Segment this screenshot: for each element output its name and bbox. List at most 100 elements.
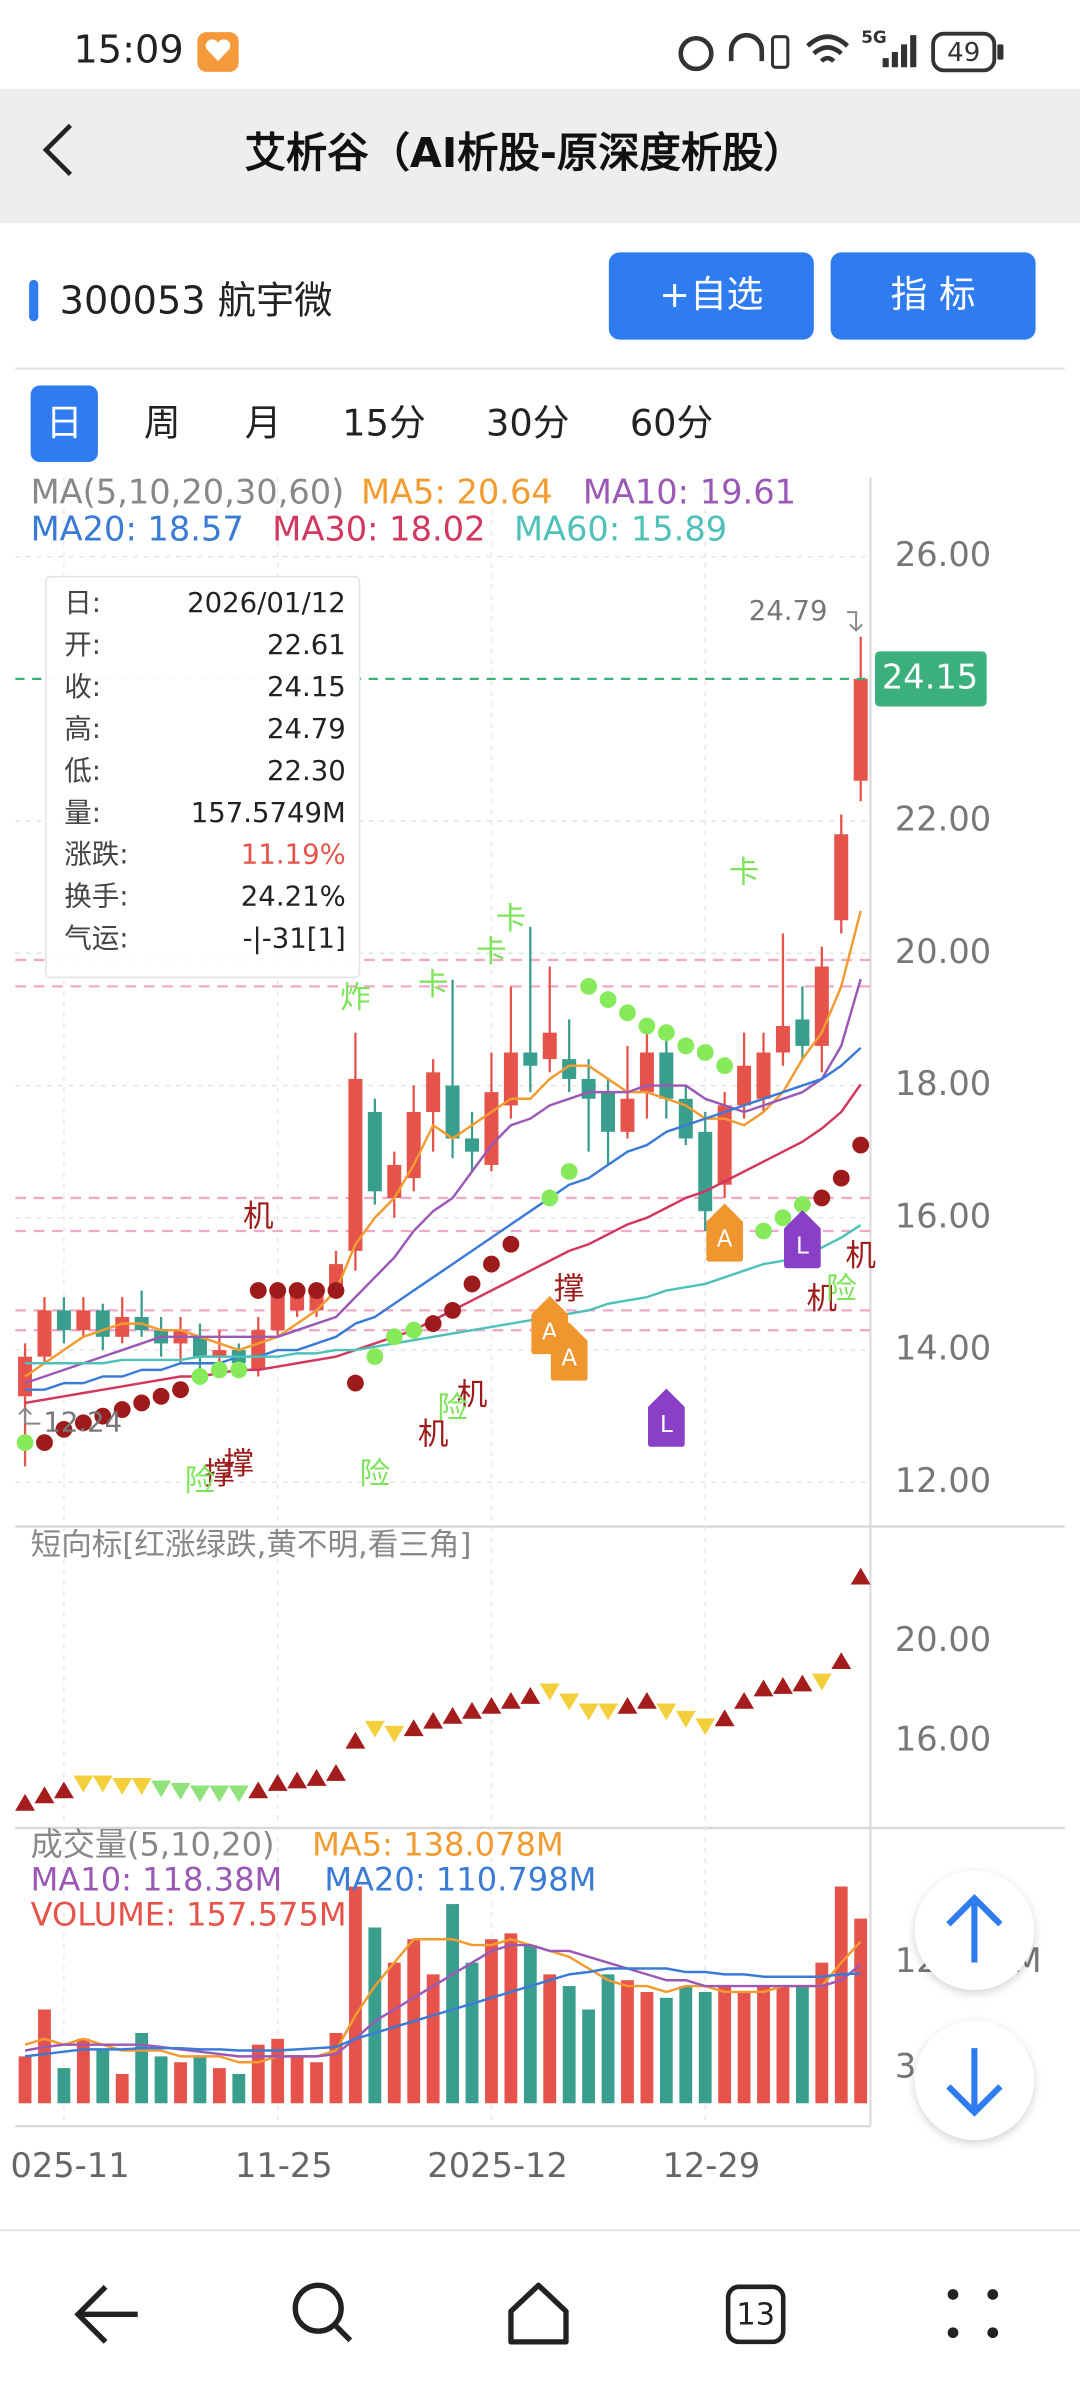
signal-label: 卡 — [729, 855, 760, 890]
y-tick-label: 18.00 — [895, 1064, 991, 1103]
y-tick-label: 26.00 — [895, 535, 991, 574]
trend-triangle — [228, 1785, 249, 1803]
trend-triangle — [539, 1683, 560, 1701]
back-button[interactable] — [42, 123, 73, 177]
stock-name: 300053 航宇微 — [60, 279, 333, 323]
tab-count: 13 — [736, 2297, 775, 2332]
period-tab[interactable]: 60分 — [630, 402, 713, 445]
signal-label: 机 — [845, 1239, 876, 1274]
legend-item: MA60: 15.89 — [514, 509, 727, 548]
battery-icon — [931, 31, 997, 73]
volume-bar — [174, 2062, 187, 2104]
trend-triangle — [151, 1780, 172, 1798]
volume-bar — [582, 2009, 596, 2104]
volume-bar — [349, 1886, 362, 2104]
candle-body — [601, 1092, 616, 1132]
candle-body — [562, 1059, 577, 1079]
trend-triangle — [462, 1701, 482, 1719]
volume-bar — [737, 1991, 751, 2104]
candle-body — [795, 1019, 810, 1046]
signal-label: 险 — [360, 1457, 391, 1492]
legend-item: MA20: 18.57 — [31, 509, 244, 548]
volume-bar — [698, 1991, 712, 2104]
alarm-icon — [678, 35, 714, 72]
menu-dot — [987, 2327, 999, 2339]
trend-triangle — [442, 1706, 463, 1724]
period-tab[interactable]: 30分 — [486, 402, 569, 445]
trend-triangle — [287, 1771, 308, 1789]
signal-dot — [696, 1044, 714, 1061]
tooltip-label: 涨跌: — [64, 839, 128, 871]
nav-home[interactable] — [508, 2282, 569, 2345]
signal-tag-label: L — [796, 1233, 809, 1259]
volume-bar — [834, 1886, 848, 2104]
signal-label: 险 — [826, 1272, 857, 1307]
small-battery-icon — [770, 35, 790, 69]
indicator-button[interactable] — [830, 252, 1036, 340]
period-tab[interactable]: 月 — [245, 402, 282, 445]
tooltip-value: -|-31[1] — [243, 923, 346, 955]
trend-triangle — [326, 1764, 346, 1781]
stock-marker — [29, 279, 39, 322]
y-tick-label: 22.00 — [895, 800, 991, 839]
candle-body — [737, 1065, 752, 1106]
panel-title: 成交量(5,10,20) — [31, 1825, 275, 1863]
nav-menu[interactable] — [947, 2289, 999, 2339]
signal-dot — [210, 1361, 228, 1379]
volume-ma-line — [24, 1967, 861, 2058]
signal-label: 机 — [457, 1378, 488, 1413]
trend-triangle — [112, 1778, 133, 1795]
trend-triangle — [714, 1709, 735, 1727]
status-time: 15:09 — [73, 29, 183, 73]
period-tab[interactable]: 15分 — [342, 402, 425, 445]
signal-label: 撑 — [554, 1272, 585, 1307]
volume-bar — [757, 1986, 770, 2104]
ma-line — [25, 1046, 862, 1391]
volume-bar — [57, 2068, 71, 2104]
signal-dot — [113, 1401, 131, 1418]
trend-triangle — [811, 1673, 832, 1691]
volume-bar — [485, 1939, 498, 2104]
candle-body — [348, 1078, 363, 1251]
network-label: 5G — [861, 27, 887, 47]
volume-bar — [795, 1986, 809, 2104]
candle-body — [503, 1052, 518, 1106]
volume-bar — [232, 2073, 246, 2104]
search-icon — [292, 2282, 344, 2334]
nav-tabs[interactable] — [725, 2284, 786, 2345]
trend-triangle — [675, 1710, 696, 1728]
y-tick-label: 14.00 — [895, 1329, 991, 1368]
signal-dot — [657, 1024, 675, 1042]
trend-triangle — [403, 1719, 424, 1737]
period-tab[interactable]: 日 — [46, 402, 83, 445]
nav-back[interactable] — [74, 2284, 138, 2344]
trend-triangle — [559, 1693, 580, 1711]
period-tab[interactable]: 周 — [144, 402, 181, 445]
trend-triangle — [15, 1793, 35, 1811]
ma-line — [24, 1083, 862, 1405]
signal-dot — [230, 1361, 248, 1379]
signal-dot — [191, 1368, 209, 1385]
signal-label: 险 — [185, 1464, 216, 1499]
y-tick-label: 16.00 — [895, 1719, 991, 1758]
signal-dot — [619, 1004, 636, 1022]
heart-icon — [205, 39, 231, 62]
candle-body — [367, 1112, 382, 1192]
watchlist-button[interactable] — [608, 252, 814, 340]
signal-tag — [706, 1203, 744, 1262]
signal-dot — [249, 1282, 267, 1299]
volume-bar — [290, 2056, 304, 2104]
volume-bar — [426, 1974, 440, 2104]
menu-dot — [987, 2289, 999, 2300]
volume-bar — [368, 1927, 382, 2104]
signal-dot — [599, 991, 617, 1009]
signal-dot — [560, 1163, 578, 1180]
legend-item: MA20: 110.798M — [324, 1860, 596, 1898]
tooltip-label: 低: — [64, 755, 101, 787]
last-price-label: 24.15 — [882, 657, 978, 696]
trend-triangle — [209, 1785, 230, 1803]
volume-bar — [115, 2073, 129, 2104]
nav-search[interactable] — [292, 2282, 353, 2343]
signal-dot — [133, 1394, 151, 1412]
